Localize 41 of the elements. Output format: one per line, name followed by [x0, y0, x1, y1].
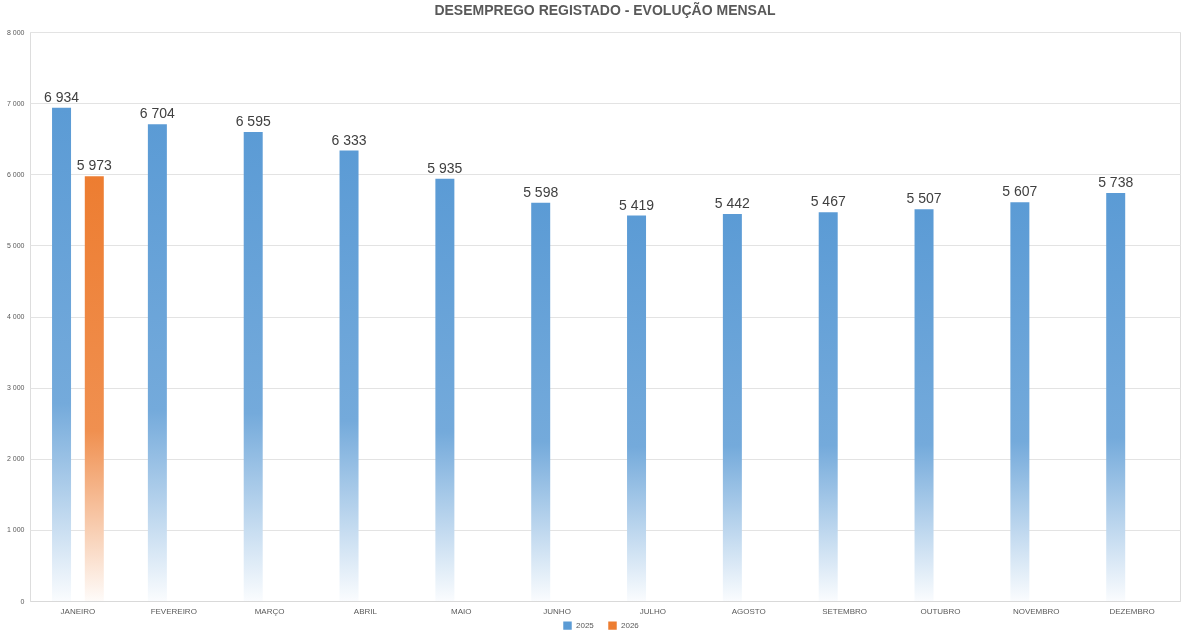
legend-label: 2025	[576, 620, 595, 630]
data-label: 5 507	[906, 190, 942, 207]
x-tick-label: MARÇO	[254, 606, 285, 616]
data-label: 6 934	[44, 88, 80, 105]
bar	[1106, 192, 1126, 601]
bar	[722, 213, 742, 601]
bar	[243, 131, 263, 601]
x-tick-label: AGOSTO	[731, 606, 766, 616]
data-label: 5 607	[1002, 183, 1038, 200]
data-label: 6 704	[139, 105, 176, 122]
x-tick-label: DEZEMBRO	[1109, 606, 1155, 616]
bar	[914, 209, 934, 601]
bar	[147, 124, 167, 601]
bar	[531, 202, 551, 601]
data-label: 5 935	[427, 159, 463, 176]
chart-title: DESEMPREGO REGISTADO - EVOLUÇÃO MENSAL	[434, 1, 777, 18]
data-label: 6 333	[331, 131, 367, 148]
data-label: 6 595	[235, 112, 271, 129]
data-label: 5 419	[619, 196, 655, 213]
bar	[1010, 202, 1030, 601]
data-label: 5 467	[810, 193, 846, 210]
bar	[435, 178, 455, 601]
x-tick-label: JANEIRO	[60, 606, 96, 616]
bar	[627, 215, 647, 601]
bar	[52, 107, 72, 601]
x-tick-label: NOVEMBRO	[1012, 606, 1060, 616]
data-label: 5 738	[1098, 173, 1134, 190]
bar	[339, 150, 359, 601]
data-label: 5 598	[523, 183, 559, 200]
data-label: 5 442	[714, 194, 751, 211]
x-tick-label: JULHO	[639, 606, 667, 616]
legend-label: 2026	[621, 620, 640, 630]
x-tick-label: OUTUBRO	[920, 606, 961, 616]
x-tick-label: MAIO	[451, 606, 472, 616]
x-tick-label: SETEMBRO	[822, 606, 868, 616]
bar	[818, 212, 838, 601]
bar	[84, 176, 104, 601]
x-tick-label: ABRIL	[353, 606, 378, 616]
x-tick-label: JUNHO	[543, 606, 571, 616]
x-tick-label: FEVEREIRO	[150, 606, 197, 616]
data-label: 5 973	[76, 157, 113, 174]
